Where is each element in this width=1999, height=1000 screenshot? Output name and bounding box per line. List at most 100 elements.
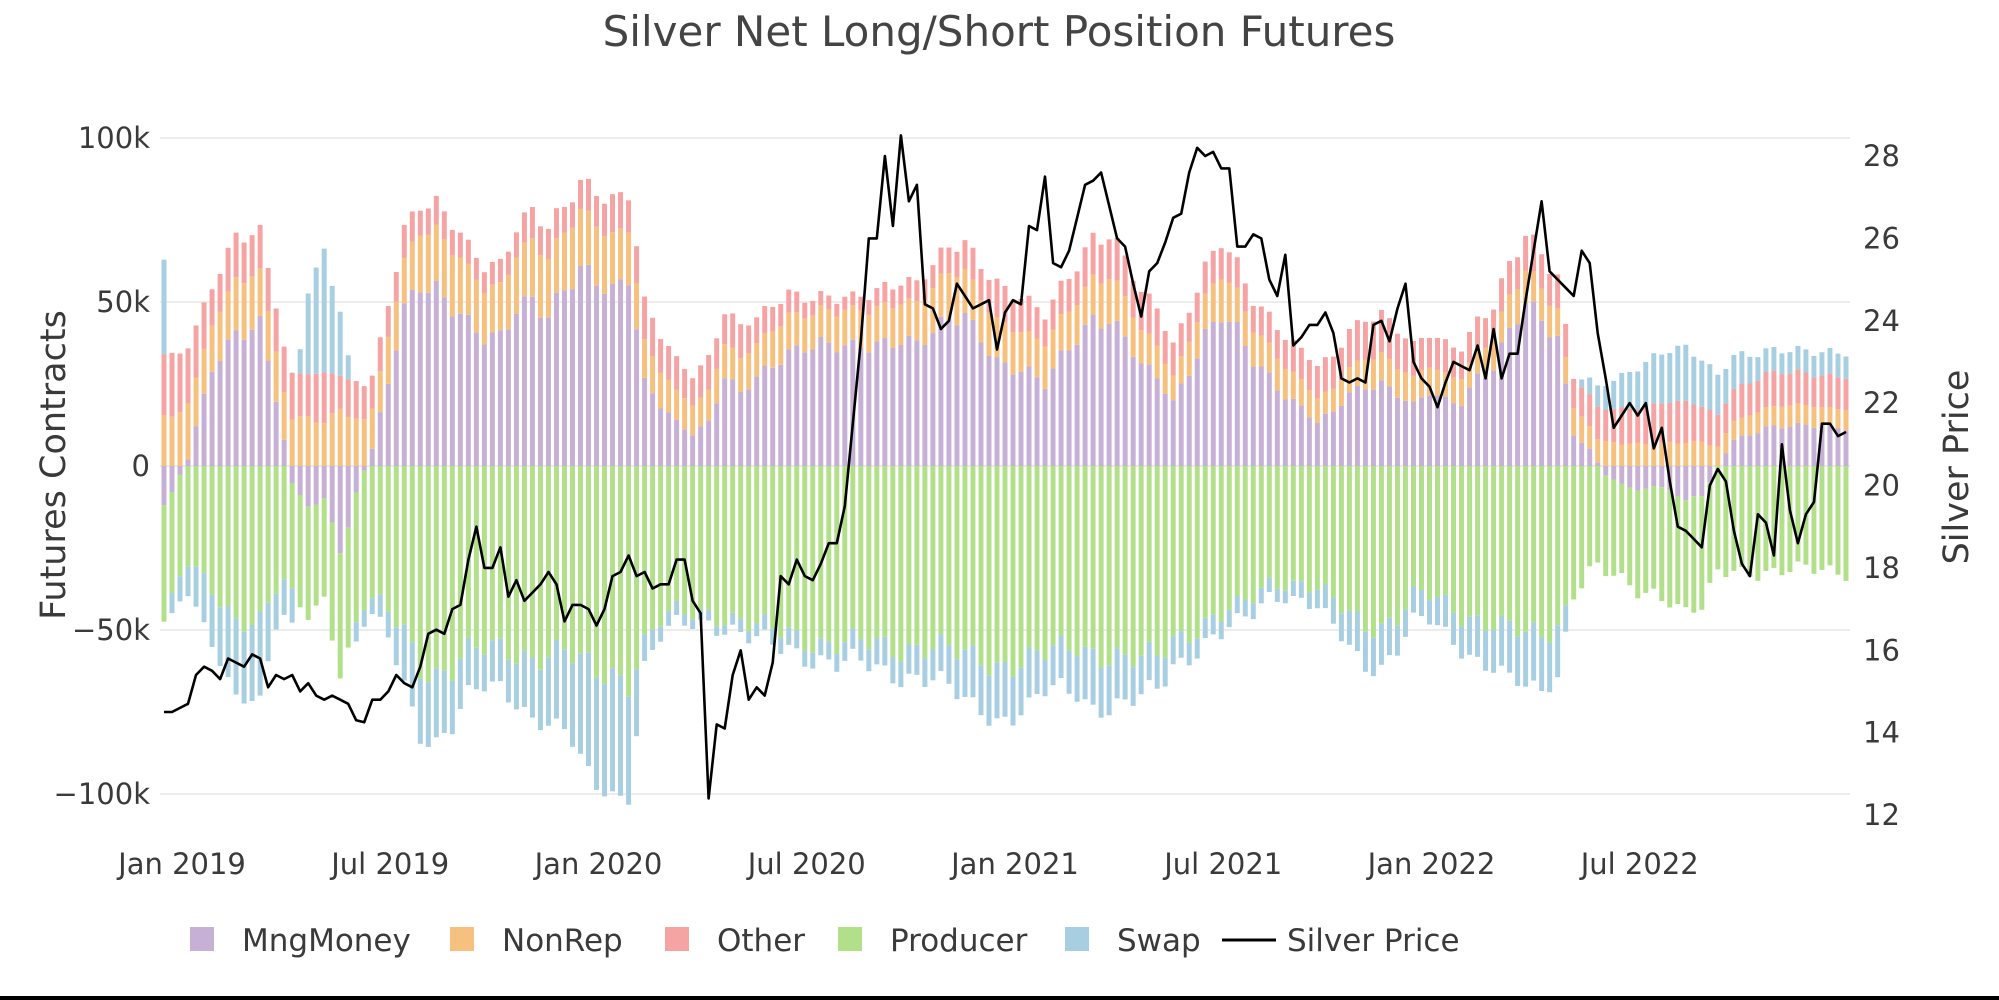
bar-swap	[874, 638, 880, 665]
bar-other	[329, 373, 335, 414]
legend-item-nonrep[interactable]: NonRep	[450, 923, 623, 959]
bar-other	[1739, 383, 1745, 418]
bar-swap	[1651, 353, 1657, 404]
bar-mngmoney	[1699, 466, 1705, 497]
bar-mngmoney	[233, 330, 239, 466]
x-tick-label: Jul 2019	[329, 847, 449, 881]
legend-item-swap[interactable]: Swap	[1065, 923, 1201, 959]
bar-mngmoney	[481, 344, 487, 466]
legend-item-silver-price[interactable]: Silver Price	[1222, 923, 1460, 959]
bar-mngmoney	[1819, 426, 1825, 466]
bar-other	[265, 267, 271, 312]
bar-other	[1667, 402, 1673, 442]
legend[interactable]: MngMoney NonRep Other Producer Swap Silver Pr…	[190, 923, 1460, 959]
bar-nonrep	[361, 419, 367, 466]
bar-mngmoney	[169, 466, 175, 492]
bar-producer	[185, 466, 191, 567]
bar-swap	[1715, 374, 1721, 415]
bar-swap	[578, 653, 583, 754]
bar-nonrep	[209, 325, 215, 372]
bar-mngmoney	[1106, 324, 1112, 466]
bar-nonrep	[441, 239, 447, 298]
bar-swap	[1443, 594, 1449, 627]
bar-mngmoney	[529, 296, 535, 466]
bar-swap	[1547, 642, 1553, 693]
bar-mngmoney	[866, 352, 872, 466]
bar-mngmoney	[209, 371, 215, 466]
bar-nonrep	[1162, 363, 1168, 394]
bar-other	[361, 386, 367, 420]
bar-swap	[1050, 645, 1056, 686]
bar-other	[1563, 323, 1569, 358]
bar-other	[1843, 378, 1849, 411]
bar-other	[634, 246, 640, 283]
bar-swap	[425, 682, 431, 747]
bar-producer	[826, 466, 832, 642]
bar-nonrep	[1475, 348, 1481, 374]
bar-other	[425, 208, 431, 235]
bar-mngmoney	[698, 426, 704, 466]
legend-item-producer[interactable]: Producer	[838, 923, 1028, 959]
bar-swap	[1362, 631, 1368, 672]
bar-producer	[513, 466, 519, 664]
bar-producer	[1218, 466, 1224, 622]
bar-producer	[1627, 487, 1633, 586]
bar-nonrep	[1114, 280, 1120, 321]
bar-mngmoney	[642, 377, 648, 466]
legend-item-mngmoney[interactable]: MngMoney	[190, 923, 411, 959]
bar-mngmoney	[241, 339, 247, 466]
bar-swap	[1330, 597, 1336, 624]
bar-producer	[321, 498, 327, 597]
bar-producer	[1579, 466, 1585, 589]
bar-other	[313, 373, 319, 423]
bar-mngmoney	[610, 283, 616, 466]
bar-nonrep	[1098, 283, 1104, 329]
bar-nonrep	[666, 379, 672, 413]
bar-producer	[802, 466, 808, 651]
bar-mngmoney	[449, 316, 455, 466]
bar-other	[578, 179, 583, 209]
bar-nonrep	[1787, 405, 1793, 427]
bar-producer	[738, 466, 744, 620]
bar-mngmoney	[1563, 383, 1569, 466]
bar-producer	[938, 466, 944, 635]
legend-label: NonRep	[502, 923, 623, 959]
bar-nonrep	[962, 268, 968, 313]
bar-swap	[513, 663, 519, 710]
bar-swap	[962, 649, 968, 697]
bar-other	[1675, 400, 1681, 444]
bar-mngmoney	[954, 325, 960, 466]
bar-mngmoney	[177, 466, 183, 475]
bar-swap	[1210, 614, 1216, 635]
bar-mngmoney	[1146, 364, 1152, 466]
bar-other	[305, 374, 311, 417]
bar-nonrep	[650, 355, 656, 394]
legend-label: Other	[717, 923, 805, 959]
legend-item-other[interactable]: Other	[665, 923, 805, 959]
bar-swap	[1411, 585, 1416, 613]
bar-nonrep	[946, 273, 952, 321]
bar-swap	[1010, 676, 1016, 726]
bar-swap	[1162, 657, 1168, 687]
bar-producer	[1835, 466, 1841, 575]
bar-mngmoney	[922, 345, 928, 466]
bar-mngmoney	[1218, 322, 1224, 466]
bar-swap	[994, 662, 1000, 719]
bar-mngmoney	[874, 341, 880, 466]
bar-mngmoney	[634, 329, 640, 466]
bar-swap	[553, 639, 559, 719]
bar-nonrep	[185, 403, 191, 460]
bar-nonrep	[449, 255, 455, 317]
bar-swap	[978, 665, 984, 716]
bar-nonrep	[1346, 367, 1352, 393]
bar-nonrep	[1074, 305, 1080, 345]
bar-mngmoney	[297, 466, 303, 495]
bar-producer	[489, 466, 495, 641]
bar-producer	[1611, 479, 1617, 576]
bar-nonrep	[1282, 368, 1288, 400]
bar-other	[1162, 330, 1168, 364]
bar-nonrep	[1082, 286, 1088, 325]
bar-other	[289, 372, 295, 420]
bar-other	[1170, 342, 1176, 376]
bar-swap	[754, 623, 760, 637]
